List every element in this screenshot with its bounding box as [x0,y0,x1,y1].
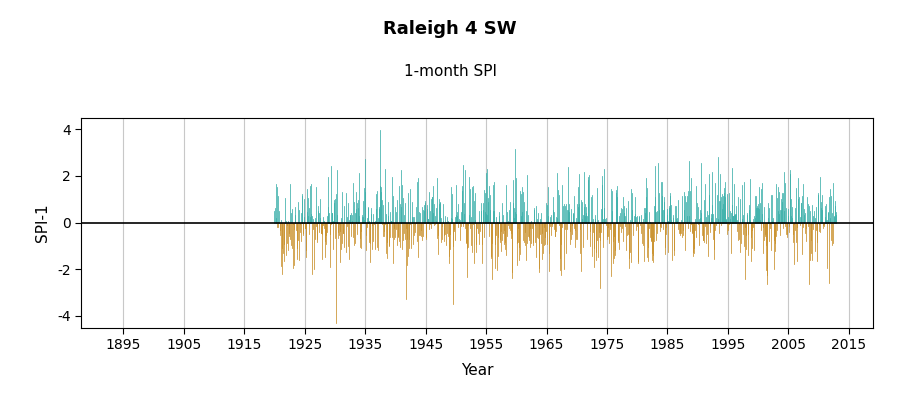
Y-axis label: SPI-1: SPI-1 [35,203,50,242]
Text: 1-month SPI: 1-month SPI [403,64,497,79]
X-axis label: Year: Year [461,363,493,378]
Text: Raleigh 4 SW: Raleigh 4 SW [383,21,517,38]
